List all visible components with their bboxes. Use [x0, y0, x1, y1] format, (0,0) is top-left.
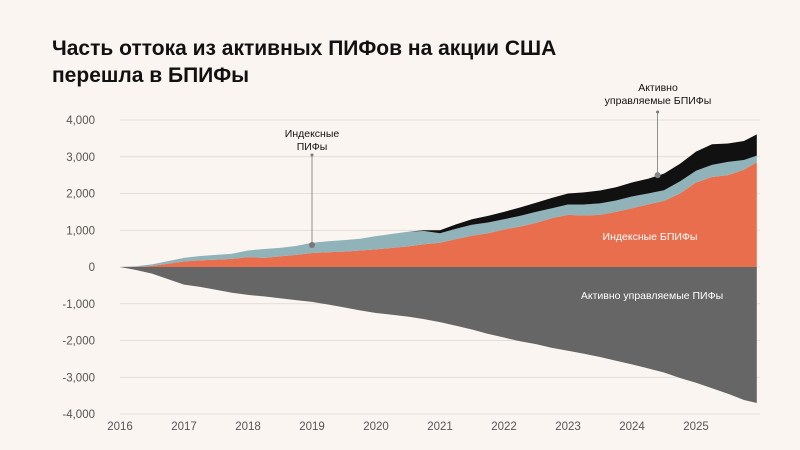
x-tick-label: 2018: [235, 421, 261, 433]
y-tick-label: 2,000: [66, 189, 95, 201]
y-axis: 4,000 3,000 2,000 1,000 0 -1,000 -2,000 -3,000 -…: [62, 115, 95, 421]
annotation-dot: [656, 110, 660, 114]
annotation-index-mutual-line-2: ПИФы: [297, 141, 328, 153]
annotation-dot: [654, 172, 661, 179]
x-tick-label: 2020: [363, 421, 389, 433]
x-tick-label: 2025: [683, 421, 709, 433]
annotation-active-etf: Активно управляемые БПИФы: [605, 82, 712, 179]
x-tick-label: 2016: [107, 421, 133, 433]
x-tick-label: 2019: [299, 421, 325, 433]
y-tick-label: -4,000: [62, 409, 95, 421]
label-index-etf: Индексные БПИФы: [603, 231, 698, 243]
x-tick-label: 2017: [171, 421, 197, 433]
annotation-dot: [309, 241, 315, 248]
annotation-index-mutual-line-1: Индексные: [285, 128, 340, 140]
area-layers: [120, 134, 757, 403]
x-tick-label: 2023: [555, 421, 581, 433]
y-tick-label: -2,000: [62, 336, 95, 348]
annotation-index-mutual: Индексные ПИФы: [285, 128, 340, 248]
y-tick-label: -3,000: [62, 372, 95, 384]
y-tick-label: 3,000: [66, 152, 95, 164]
y-tick-label: 4,000: [66, 115, 95, 127]
area-series-0: [120, 162, 757, 267]
x-axis: 2016 2017 2018 2019 2020 2021 2022 2023 2024 2025: [107, 421, 709, 433]
x-tick-label: 2022: [491, 421, 517, 433]
chart-title-line-1: Часть оттока из активных ПИФов на акции …: [52, 37, 556, 60]
label-active-mutual: Активно управляемые ПИФы: [581, 290, 723, 302]
annotation-dot: [310, 153, 314, 157]
chart-title-line-2: перешла в БПИФы: [52, 64, 249, 87]
annotation-active-etf-line-2: управляемые БПИФы: [605, 95, 712, 107]
annotation-active-etf-line-1: Активно: [638, 82, 678, 94]
y-tick-label: -1,000: [62, 299, 95, 311]
x-tick-label: 2021: [427, 421, 453, 433]
y-tick-label: 1,000: [66, 225, 95, 237]
x-tick-label: 2024: [619, 421, 645, 433]
y-tick-label: 0: [89, 262, 95, 274]
area-series-3: [120, 267, 757, 403]
